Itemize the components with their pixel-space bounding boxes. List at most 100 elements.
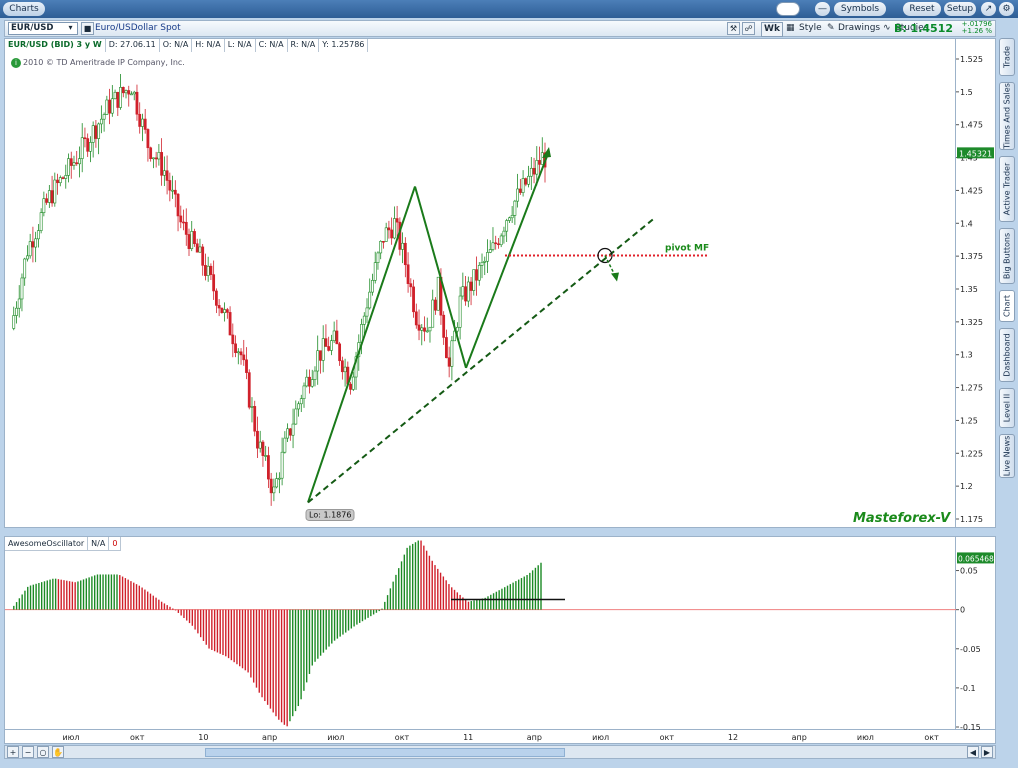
- reset-button[interactable]: Reset: [903, 2, 941, 16]
- candle-body: [105, 99, 109, 115]
- drawings-icon[interactable]: ✎: [827, 23, 835, 33]
- candle-body: [447, 357, 451, 367]
- info-open: O: N/A: [160, 39, 193, 52]
- tab-charts[interactable]: Charts: [3, 2, 45, 16]
- candle-body: [116, 91, 120, 108]
- candle-body: [310, 379, 314, 387]
- candle-body: [152, 157, 155, 160]
- oscillator-panel[interactable]: AwesomeOscillator N/A 0: [4, 536, 957, 730]
- candle-body: [165, 170, 169, 181]
- candle-body: [510, 215, 514, 219]
- side-tab-big-buttons[interactable]: Big Buttons: [999, 228, 1015, 284]
- candle-body: [532, 167, 536, 175]
- zoom-in-icon[interactable]: +: [7, 746, 19, 758]
- time-tick-label: окт: [660, 733, 675, 742]
- candle-body: [401, 242, 405, 250]
- oscillator-axis-svg: 0.05 0 -0.05 -0.1 -0.15 0.065468: [956, 552, 994, 731]
- candle-body: [442, 314, 446, 338]
- setup-button[interactable]: Setup: [944, 2, 976, 16]
- candlestick-plot: pivot MF Lo: 1.1876 Masteforex-V: [12, 74, 951, 526]
- low-label-box: [305, 508, 355, 521]
- candle-body: [392, 218, 396, 239]
- candle-body: [321, 338, 325, 361]
- side-tab-chart[interactable]: Chart: [999, 290, 1015, 322]
- style-icon[interactable]: ▦: [786, 23, 795, 33]
- side-tab-dashboard[interactable]: Dashboard: [999, 328, 1015, 382]
- candle-body: [384, 227, 388, 242]
- candle-body: [99, 118, 103, 125]
- color-box[interactable]: [776, 2, 800, 16]
- candle-body: [299, 398, 303, 405]
- minimize-icon[interactable]: —: [815, 2, 830, 16]
- candle-body: [209, 265, 213, 275]
- candle-body: [409, 283, 413, 288]
- symbol-input[interactable]: EUR/USD: [8, 22, 78, 35]
- studies-icon[interactable]: ∿: [883, 23, 891, 33]
- time-axis-svg: июл окт 10 апр июл окт 11 апр июл окт 12 апр июл окт: [62, 733, 939, 742]
- candle-body: [23, 258, 27, 279]
- period-button[interactable]: Wk: [761, 22, 783, 37]
- price-chart[interactable]: EUR/USD (BID) 3 y W D: 27.06.11 O: N/A H…: [4, 38, 956, 528]
- copyright-text: 2010 © TD Ameritrade IP Company, Inc.: [23, 58, 185, 67]
- settings-icon[interactable]: ⚙: [999, 2, 1014, 16]
- price-tick-label: 1.5: [960, 88, 973, 97]
- candle-body: [212, 274, 216, 292]
- candle-body: [236, 351, 240, 354]
- side-tab-trade[interactable]: Trade: [999, 38, 1015, 76]
- lock-icon[interactable]: ■: [81, 22, 94, 35]
- time-tick-label: окт: [130, 733, 145, 742]
- candle-body: [124, 90, 128, 94]
- low-label: Lo: 1.1876: [309, 510, 351, 519]
- candle-body: [425, 330, 429, 333]
- hand-icon[interactable]: ✋: [52, 746, 64, 758]
- price-axis-svg: 1.5251.51.4751.451.4251.41.3751.351.3251…: [956, 55, 994, 524]
- studies-button[interactable]: Studies: [895, 23, 929, 33]
- candle-body: [516, 188, 520, 202]
- drawings-button[interactable]: Drawings: [838, 23, 881, 33]
- zoom-out-icon[interactable]: −: [22, 746, 34, 758]
- candle-body: [143, 118, 147, 130]
- side-tab-active-trader[interactable]: Active Trader: [999, 156, 1015, 222]
- link-icon[interactable]: ☍: [742, 22, 755, 35]
- osc-tick-label: 0.05: [960, 567, 978, 576]
- scroll-right-icon[interactable]: ▶: [981, 746, 993, 758]
- time-tick-label: июл: [857, 733, 874, 742]
- symbols-button[interactable]: Symbols: [834, 2, 886, 16]
- time-tick-label: июл: [592, 733, 609, 742]
- candle-body: [157, 152, 161, 160]
- candle-body: [223, 309, 227, 314]
- candle-body: [280, 451, 284, 479]
- candle-body: [234, 343, 237, 354]
- candle-body: [50, 190, 54, 204]
- candle-body: [477, 265, 481, 281]
- side-tab-times-and-sales[interactable]: Times And Sales: [999, 82, 1015, 150]
- candle-body: [264, 455, 268, 457]
- chevron-down-icon[interactable]: ▾: [68, 23, 73, 32]
- wave-line-up-2: [465, 150, 550, 369]
- candle-body: [64, 175, 68, 179]
- side-tab-level-ii[interactable]: Level II: [999, 388, 1015, 428]
- side-tabs: Trade Times And Sales Active Trader Big …: [999, 38, 1016, 478]
- candle-body: [338, 343, 342, 362]
- scrollbar-thumb[interactable]: [205, 748, 565, 757]
- price-tick-label: 1.225: [960, 449, 983, 458]
- osc-tick-label: -0.1: [960, 684, 976, 693]
- detach-icon[interactable]: ↗: [981, 2, 996, 16]
- zoom-reset-icon[interactable]: ○: [37, 746, 49, 758]
- current-price-box: [957, 147, 994, 159]
- tools-icon[interactable]: ⚒: [727, 22, 740, 35]
- candle-body: [324, 338, 328, 347]
- candle-body: [256, 430, 259, 449]
- scroll-left-icon[interactable]: ◀: [967, 746, 979, 758]
- wave-line-up: [307, 186, 416, 503]
- side-tab-live-news[interactable]: Live News: [999, 434, 1015, 478]
- candle-body: [247, 372, 251, 408]
- time-tick-label: окт: [395, 733, 410, 742]
- time-tick-label: окт: [924, 733, 939, 742]
- candle-body: [261, 441, 265, 456]
- wave-line-down: [414, 186, 467, 369]
- time-tick-label: 12: [728, 733, 738, 742]
- style-button[interactable]: Style: [799, 23, 822, 33]
- dashed-trendline: [307, 218, 654, 504]
- candle-body: [97, 123, 101, 139]
